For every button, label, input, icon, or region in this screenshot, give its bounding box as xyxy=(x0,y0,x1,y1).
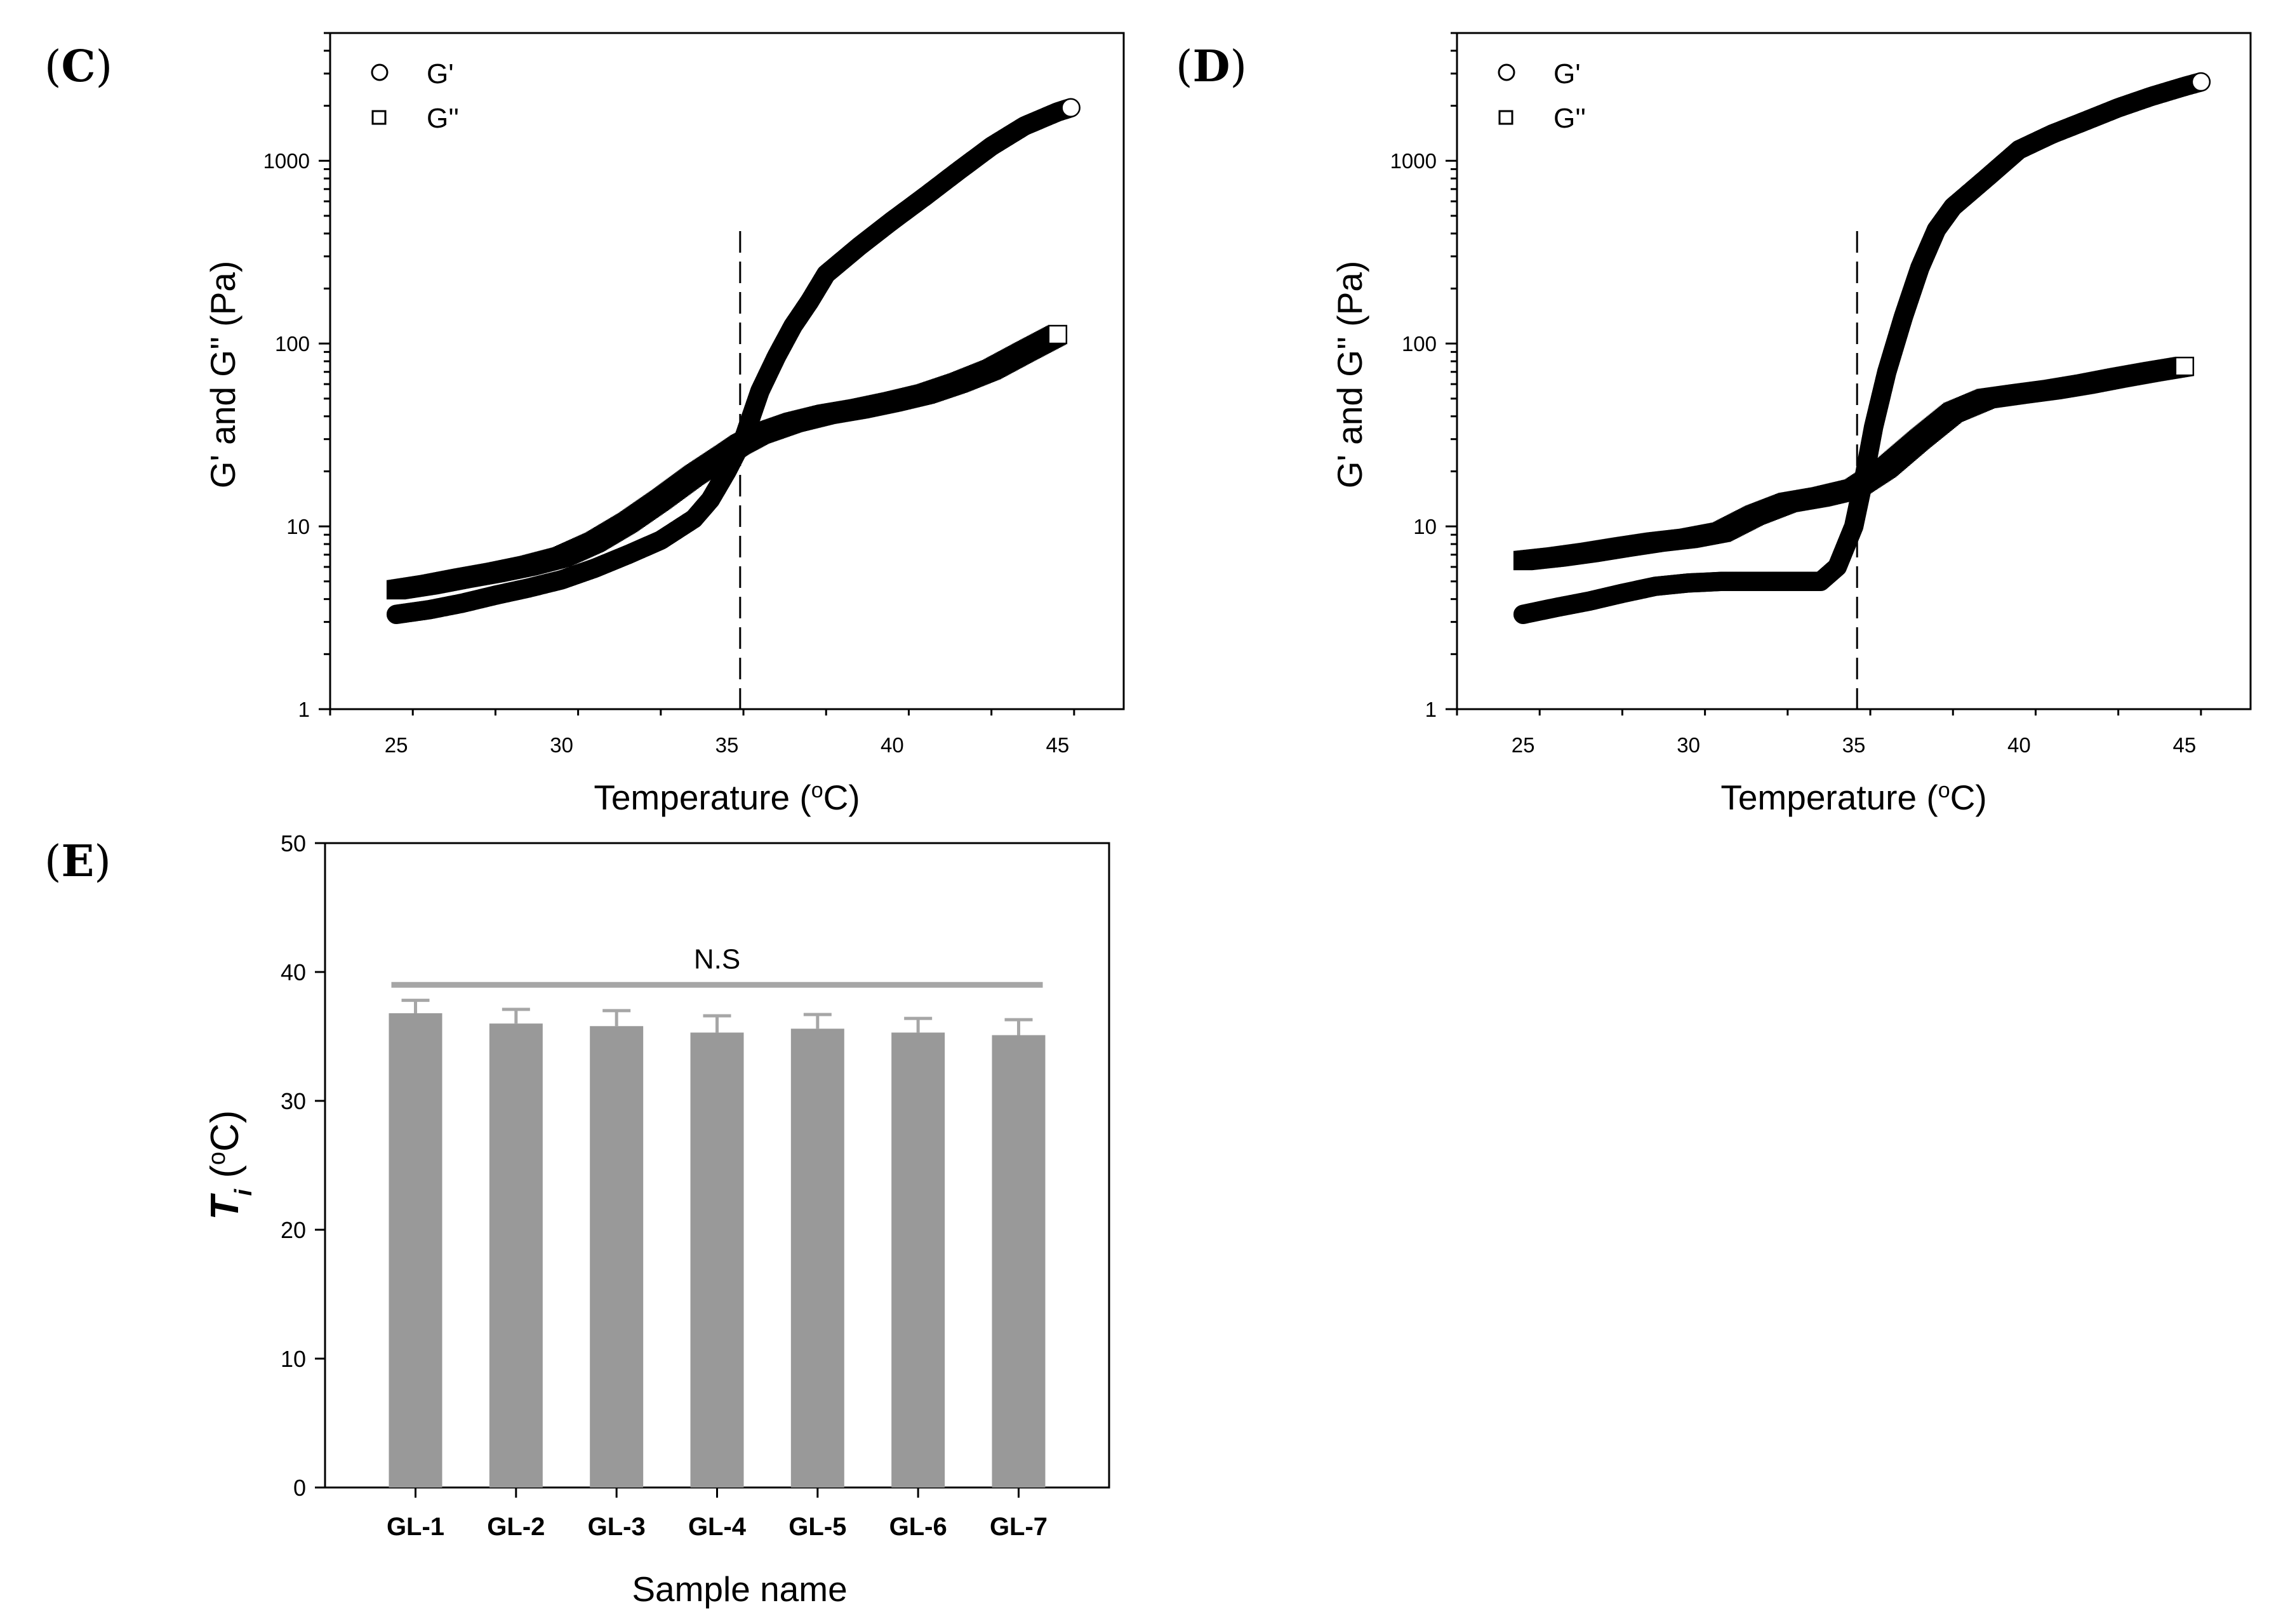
chart-e-bars xyxy=(389,999,1046,1488)
c-y-tick-label: 1000 xyxy=(263,149,310,173)
chart-c-legend-square-marker xyxy=(371,110,387,125)
chart-c-legend-g-double-prime: G'' xyxy=(427,103,459,134)
d-x-tick-label: 30 xyxy=(1677,733,1700,757)
chart-c: 25 30 35 40 45 1 10 100 1000 G' G'' Temperature … xyxy=(203,32,1125,817)
c-x-tick-label: 35 xyxy=(715,733,739,757)
e-x-tick-label: GL-5 xyxy=(788,1513,846,1541)
chart-d-series-g-double-prime xyxy=(1513,356,2195,571)
e-x-tick-label: GL-1 xyxy=(387,1513,444,1541)
d-y-tick-label: 100 xyxy=(1402,332,1437,356)
e-bar xyxy=(790,1028,844,1488)
chart-d-legend-g-double-prime: G'' xyxy=(1553,103,1586,134)
chart-d-ticks: 25 30 35 40 45 1 10 100 1000 xyxy=(1390,32,2202,757)
e-bar xyxy=(690,1032,744,1488)
c-x-tick-label: 40 xyxy=(881,733,904,757)
c-y-tick-label: 1 xyxy=(298,698,310,721)
e-x-tick-label: GL-6 xyxy=(889,1513,947,1541)
panel-letter-d-glyph: D xyxy=(1193,41,1230,92)
chart-d-y-axis-label: G' and G'' (Pa) xyxy=(1330,261,1369,489)
c-x-tick-label: 25 xyxy=(385,733,408,757)
chart-e-y-axis-label-unit-post: C) xyxy=(203,1110,247,1152)
chart-e-y-axis-label-sub: i xyxy=(230,1188,257,1196)
chart-d-legend-g-prime: G' xyxy=(1553,58,1581,90)
e-bar xyxy=(590,1026,644,1488)
chart-e-ticks: 0 10 20 30 40 50 GL-1 GL-2 GL-3 GL-4 GL-5 GL-6 GL-7 xyxy=(281,830,1048,1541)
d-g-prime-point xyxy=(2191,72,2211,92)
chart-d-x-axis-label-unit: C) xyxy=(1950,778,1987,817)
chart-e-y-axis-label-main: T xyxy=(203,1192,247,1220)
chart-d-x-axis-label: Temperature (oC) xyxy=(1720,778,1986,817)
chart-d-x-axis-label-text: Temperature ( xyxy=(1720,778,1938,817)
e-x-tick-label: GL-2 xyxy=(487,1513,545,1541)
c-g-prime-point xyxy=(1061,98,1081,117)
d-g-double-prime-point xyxy=(2174,356,2195,376)
chart-e-x-axis-label: Sample name xyxy=(632,1569,847,1609)
panel-letter-d: (D) xyxy=(1176,41,1247,92)
c-x-tick-label: 30 xyxy=(550,733,573,757)
e-y-tick-label: 20 xyxy=(281,1217,306,1243)
d-y-tick-label: 1000 xyxy=(1390,149,1437,173)
chart-c-series-g-double-prime xyxy=(386,324,1068,600)
panel-letter-e: (E) xyxy=(44,836,111,887)
chart-c-x-axis-label-unit: C) xyxy=(823,778,860,817)
d-y-tick-label: 10 xyxy=(1413,515,1437,538)
e-y-tick-label: 40 xyxy=(281,959,306,985)
chart-e-y-axis-label-unit-sup: o xyxy=(204,1152,230,1165)
d-y-tick-label: 1 xyxy=(1425,698,1437,721)
chart-c-x-axis-label: Temperature (oC) xyxy=(594,778,860,817)
chart-c-x-axis-label-sup: o xyxy=(811,778,823,802)
chart-c-y-axis-label: G' and G'' (Pa) xyxy=(203,261,243,489)
chart-d-legend: G' G'' xyxy=(1498,58,1586,134)
c-x-tick-label: 45 xyxy=(1046,733,1069,757)
d-x-tick-label: 45 xyxy=(2172,733,2196,757)
chart-e-y-axis-label-unit-pre: ( xyxy=(203,1165,247,1189)
chart-c-legend-g-prime: G' xyxy=(427,58,454,90)
chart-e-y-axis-label: Ti (oC) xyxy=(203,1110,257,1220)
chart-c-legend-circle-marker xyxy=(371,63,389,81)
c-y-tick-label: 10 xyxy=(286,515,310,538)
panel-letter-e-glyph: E xyxy=(62,836,95,887)
c-g-double-prime-point xyxy=(1048,324,1068,345)
e-bar xyxy=(489,1023,543,1488)
e-x-tick-label: GL-3 xyxy=(588,1513,646,1541)
chart-d-x-axis-label-sup: o xyxy=(1938,778,1950,802)
chart-d-legend-circle-marker xyxy=(1498,63,1515,81)
e-bar xyxy=(992,1035,1046,1488)
e-x-tick-label: GL-7 xyxy=(990,1513,1048,1541)
chart-e-ns-label: N.S xyxy=(694,943,740,975)
e-x-tick-label: GL-4 xyxy=(688,1513,747,1541)
chart-c-x-axis-label-text: Temperature ( xyxy=(594,778,811,817)
d-x-tick-label: 40 xyxy=(2007,733,2031,757)
c-y-tick-label: 100 xyxy=(275,332,310,356)
chart-c-series-g-prime xyxy=(386,98,1081,624)
d-x-tick-label: 35 xyxy=(1842,733,1866,757)
e-y-tick-label: 30 xyxy=(281,1088,306,1114)
chart-d: 25 30 35 40 45 1 10 100 1000 G' G'' Temperature … xyxy=(1330,32,2252,817)
panel-letter-c: (C) xyxy=(44,41,112,92)
chart-c-legend: G' G'' xyxy=(371,58,459,134)
chart-d-series-g-prime xyxy=(1513,72,2211,624)
e-y-tick-label: 0 xyxy=(293,1475,306,1501)
panel-letter-c-glyph: C xyxy=(62,41,96,92)
e-y-tick-label: 10 xyxy=(281,1346,306,1372)
e-bar xyxy=(891,1032,945,1488)
chart-d-legend-square-marker xyxy=(1498,110,1513,125)
d-x-tick-label: 25 xyxy=(1512,733,1535,757)
e-y-tick-label: 50 xyxy=(281,830,306,856)
chart-c-ticks: 25 30 35 40 45 1 10 100 1000 xyxy=(263,32,1075,757)
e-bar xyxy=(389,1013,442,1488)
